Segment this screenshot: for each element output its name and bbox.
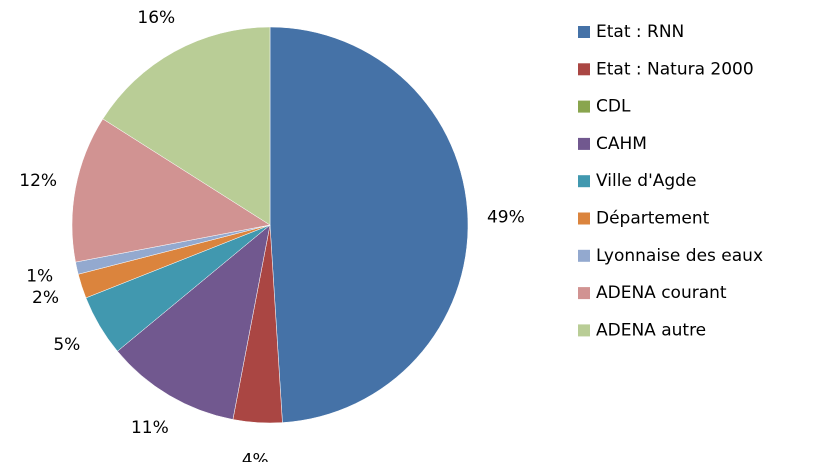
data-label: 5% [53,335,80,355]
pie-slice [71,118,271,263]
legend-swatch [578,249,590,262]
legend-label: Ville d'Agde [596,171,696,191]
legend-label: Département [596,209,710,229]
legend-swatch [578,212,590,225]
legend-label: ADENA autre [596,320,706,340]
legend-swatch [578,175,590,188]
legend-label: ADENA courant [596,283,727,303]
legend-label: Etat : Natura 2000 [596,59,754,79]
legend-label: CAHM [596,134,647,154]
data-label: 4% [242,451,269,462]
legend-label: Etat : RNN [596,22,684,42]
legend-swatch [578,63,590,76]
pie-slice [117,224,271,420]
data-label: 16% [137,8,175,28]
legend-swatch [578,324,590,337]
legend-swatch [578,137,590,150]
legend-swatch [578,287,590,300]
legend-swatch [578,100,590,113]
legend-swatch [578,26,590,38]
data-label: 49% [487,208,525,228]
pie-slice [269,26,469,423]
data-label: 12% [19,171,57,191]
data-label: 11% [131,418,169,438]
pie-slice [102,26,271,226]
data-label: 2% [32,288,59,308]
data-label: 1% [26,266,53,286]
legend-label: Lyonnaise des eaux [596,246,763,266]
legend-label: CDL [596,97,631,117]
